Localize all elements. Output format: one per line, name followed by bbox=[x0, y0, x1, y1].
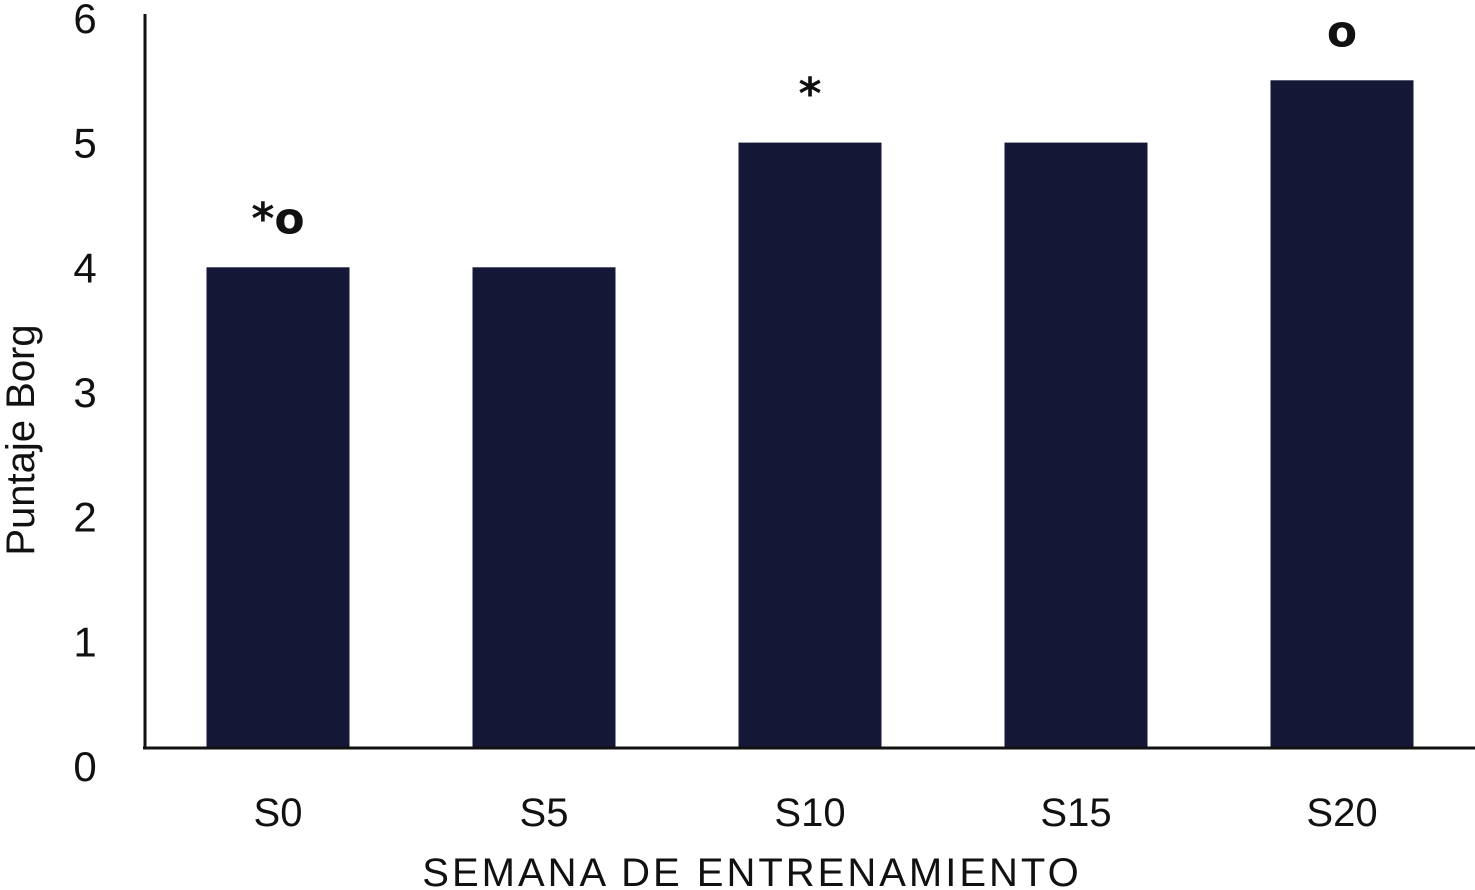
y-tick-label: 5 bbox=[73, 120, 96, 167]
bar-s0 bbox=[206, 267, 350, 748]
y-tick-label: 1 bbox=[73, 618, 96, 665]
x-tick-label: S10 bbox=[774, 791, 845, 835]
y-tick-labels: 0 1 2 3 4 5 6 bbox=[73, 0, 96, 790]
bars-group bbox=[206, 80, 1414, 749]
x-tick-label: S0 bbox=[254, 791, 303, 835]
significance-annotation: * bbox=[798, 69, 821, 120]
x-tick-label: S20 bbox=[1306, 791, 1377, 835]
y-tick-label: 6 bbox=[73, 0, 96, 42]
annotations-group: *o*o bbox=[251, 6, 1357, 244]
x-tick-labels: S0 S5 S10 S15 S20 bbox=[254, 791, 1378, 835]
x-axis-title: SEMANA DE ENTRENAMIENTO bbox=[422, 851, 1081, 890]
bar-s20 bbox=[1270, 80, 1414, 749]
bar-s10 bbox=[738, 142, 882, 749]
y-tick-label: 0 bbox=[73, 743, 96, 790]
y-tick-label: 4 bbox=[73, 244, 96, 291]
bar-s15 bbox=[1004, 142, 1148, 749]
x-tick-label: S15 bbox=[1040, 791, 1111, 835]
y-tick-label: 2 bbox=[73, 494, 96, 541]
bar-s5 bbox=[472, 267, 616, 748]
significance-annotation: *o bbox=[251, 193, 304, 244]
significance-annotation: o bbox=[1327, 6, 1357, 57]
y-axis-title: Puntaje Borg bbox=[0, 324, 43, 555]
x-tick-label: S5 bbox=[520, 791, 569, 835]
y-tick-label: 3 bbox=[73, 369, 96, 416]
